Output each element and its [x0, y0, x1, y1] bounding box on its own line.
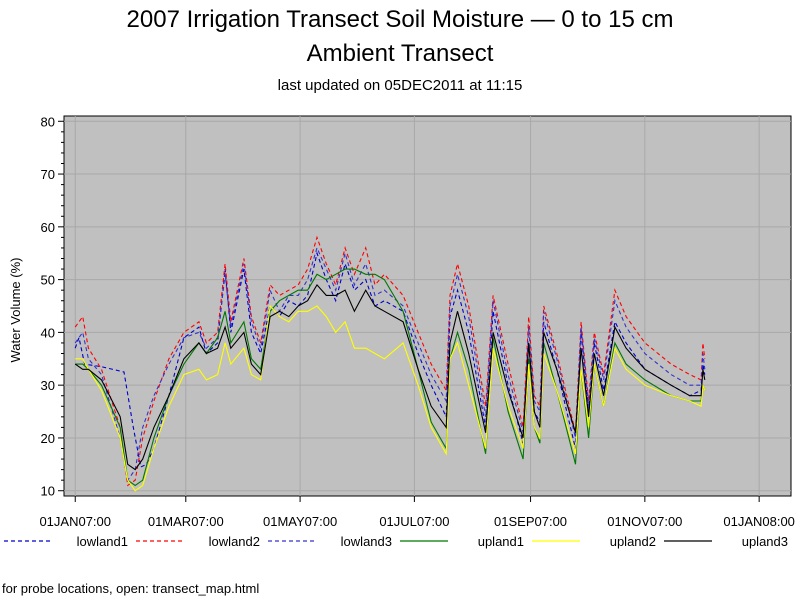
- legend: lowland1 lowland2 lowland3 upland1 upland2 up…: [4, 534, 788, 549]
- x-tick-label: 01JAN08:00: [723, 514, 795, 529]
- chart-title: 2007 Irrigation Transect Soil Moisture —…: [126, 6, 674, 33]
- y-tick-label: 20: [41, 431, 55, 446]
- x-tick-label: 01MAR07:00: [148, 514, 224, 529]
- series-line-upland2: [75, 304, 706, 492]
- y-tick-label: 50: [41, 273, 55, 288]
- y-axis-label: Water Volume (%): [8, 258, 23, 363]
- y-tick-label: 40: [41, 325, 55, 340]
- y-tick-label: 70: [41, 167, 55, 182]
- series-line-lowland3: [74, 246, 706, 482]
- y-tick-label: 60: [41, 220, 55, 235]
- x-tick-label: 01NOV07:00: [607, 514, 682, 529]
- legend-label-upland3: upland3: [742, 534, 788, 549]
- grid: [64, 116, 791, 496]
- legend-label-upland2: upland2: [610, 534, 656, 549]
- legend-label-lowland2: lowland2: [209, 534, 260, 549]
- series-line-upland3: [74, 283, 706, 471]
- y-tick-label: 10: [41, 484, 55, 499]
- chart-subtitle: Ambient Transect: [306, 40, 494, 67]
- series-line-upland1: [75, 268, 706, 487]
- x-tick-label: 01JAN07:00: [39, 514, 111, 529]
- legend-label-upland1: upland1: [478, 534, 524, 549]
- last-updated: last updated on 05DEC2011 at 11:15: [277, 77, 523, 94]
- y-tick-label: 80: [41, 114, 55, 129]
- y-tick-label: 30: [41, 378, 55, 393]
- plot-area: [63, 115, 792, 497]
- axes: 10 20 30 40 50 60 70 80 01JAN07:00 01MAR07:00 01MA…: [39, 114, 794, 529]
- footer-note: for probe locations, open: transect_map.…: [2, 581, 260, 596]
- x-tick-label: 01MAY07:00: [263, 514, 337, 529]
- legend-label-lowland3: lowland3: [341, 534, 392, 549]
- x-tick-label: 01JUL07:00: [379, 514, 449, 529]
- series-layer: [74, 235, 706, 492]
- x-tick-label: 01SEP07:00: [494, 514, 567, 529]
- legend-label-lowland1: lowland1: [77, 534, 128, 549]
